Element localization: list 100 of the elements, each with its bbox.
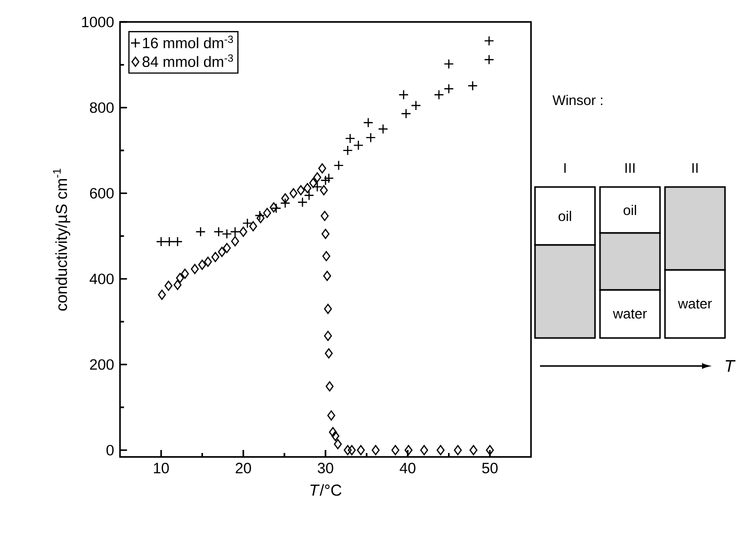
point [454,445,462,456]
point [195,226,206,237]
point [344,445,352,456]
point [303,183,312,194]
y-tick-label: 1000 [82,16,114,28]
point [211,252,220,262]
point [468,80,478,91]
point [353,140,364,150]
x-tick-label: 30 [318,462,334,474]
point [326,381,334,392]
text: T [726,360,736,372]
point [404,445,413,456]
point [328,427,337,438]
text: oil [558,210,572,222]
point [214,226,224,237]
y-axis-title: conductivity/µS cm$^{-1}$ [53,168,70,311]
x-tick-label: 10 [154,462,169,474]
point [322,251,330,262]
point [281,193,290,204]
point [242,218,253,228]
y-tick-label: 400 [90,274,114,284]
point [436,445,445,456]
point [254,210,265,221]
point [444,58,454,70]
y-tick-label: 800 [90,102,114,113]
text: water [612,309,647,319]
point [190,264,199,274]
text: oil [624,204,636,216]
point [331,430,340,442]
point [434,90,444,100]
text: III [625,163,635,173]
point [398,90,409,100]
point [322,228,330,240]
point [345,133,356,144]
point [239,226,248,237]
point [156,236,166,247]
point [249,221,258,232]
point [318,163,326,174]
x-tick-label: 40 [400,462,416,474]
point [324,173,334,184]
point [486,445,494,456]
point [296,185,305,196]
point [289,188,298,198]
point [312,182,322,192]
point [222,228,232,240]
point [323,270,332,281]
point [256,212,265,224]
point [324,348,333,358]
text: water [678,299,712,309]
point [372,445,380,456]
text: I [564,163,566,173]
point [222,242,231,254]
point [158,290,166,300]
point [313,172,322,182]
point [320,210,329,222]
point [297,197,308,208]
point [218,246,226,257]
point [484,54,494,65]
x-tick-label: 20 [236,462,252,474]
point [469,445,478,456]
y-tick-label: 600 [90,188,114,199]
point [420,445,428,456]
point [400,108,412,119]
point [484,36,494,46]
point [324,330,332,341]
text: Winsor : [552,94,602,106]
point [348,445,356,456]
point [172,236,183,247]
point [198,260,206,270]
point [342,145,353,156]
point [280,198,290,208]
legend-label: 16 mmol dm$^{-3}$ [143,36,233,48]
point [263,208,272,218]
point [378,124,388,134]
x-tick-label: 50 [482,462,498,474]
point [444,84,454,94]
point [164,236,174,247]
point [334,160,344,171]
x-axis-title: T/°C [310,484,342,496]
point [180,268,189,279]
legend-label: 84 mmol dm$^{-3}$ [142,54,233,68]
point [356,445,365,456]
point [410,100,422,111]
point [304,190,314,200]
point [309,178,318,188]
y-tick-label: 200 [90,359,114,370]
point [363,118,374,128]
point [176,272,184,284]
point [334,439,342,450]
point [164,280,172,291]
text: II [692,163,698,173]
point [327,410,336,421]
point [270,202,278,212]
y-tick-label: 0 [106,444,114,456]
point [324,304,332,314]
point [391,445,400,456]
point [271,203,282,214]
point [204,256,212,267]
point [174,280,182,290]
point [366,132,376,143]
